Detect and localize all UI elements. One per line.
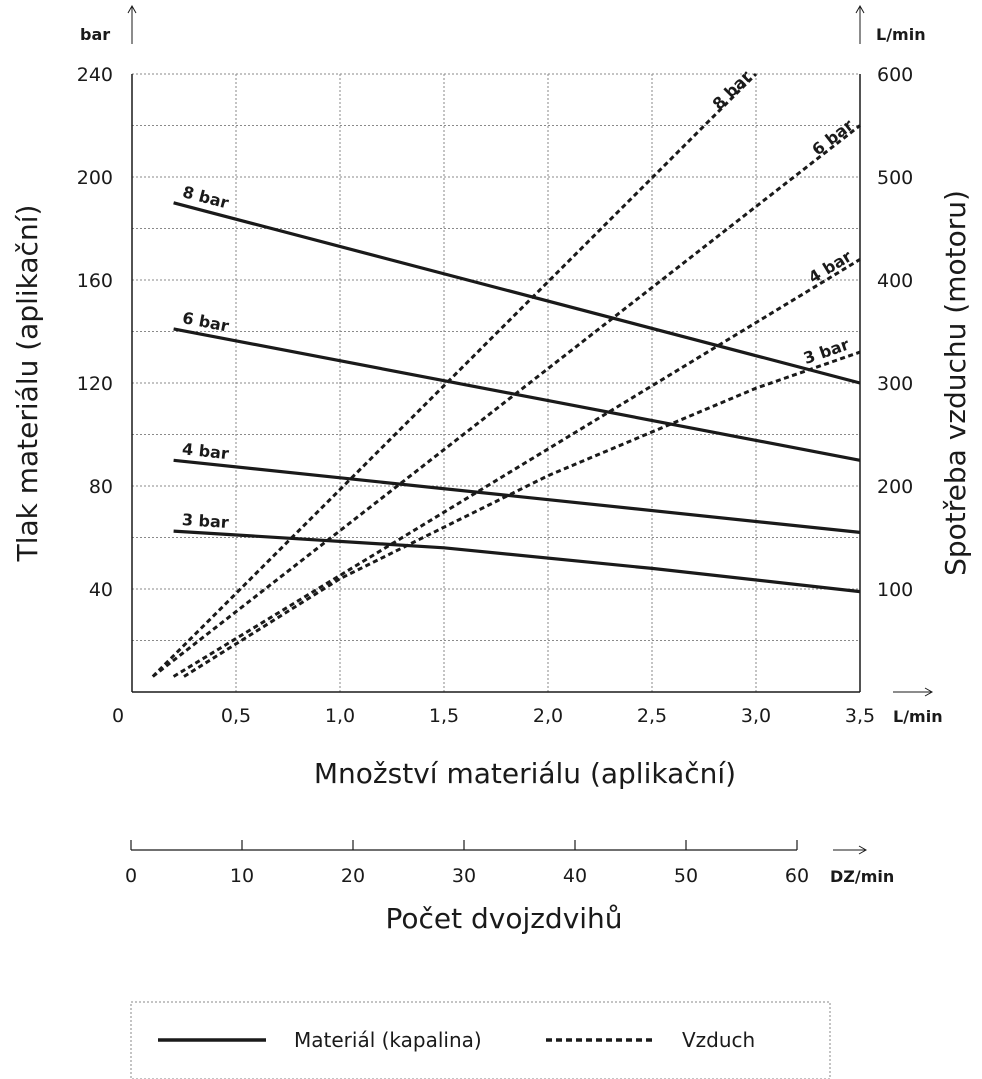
secondary-tick-label: 30 xyxy=(452,865,476,887)
y-tick-label-right: 300 xyxy=(877,373,913,395)
x-tick-label: 3,0 xyxy=(741,705,771,727)
material-line-4-bar xyxy=(174,460,860,532)
x-tick-label: 1,0 xyxy=(325,705,355,727)
air-line-3-bar xyxy=(184,352,860,676)
right-unit-label: L/min xyxy=(876,25,926,44)
y-tick-label-right: 100 xyxy=(877,579,913,601)
y-tick-label-left: 120 xyxy=(77,373,113,395)
secondary-unit-arrow-icon xyxy=(833,846,866,854)
air-line-4-bar xyxy=(174,259,860,676)
y-tick-label-left: 80 xyxy=(89,476,113,498)
y-tick-label-left: 160 xyxy=(77,270,113,292)
series-lines xyxy=(153,74,860,677)
secondary-unit-label: DZ/min xyxy=(830,867,894,886)
secondary-tick-label: 60 xyxy=(785,865,809,887)
y-tick-label-left: 240 xyxy=(77,64,113,86)
y-axis-title-left: Tlak materiálu (aplikační) xyxy=(11,205,44,563)
secondary-tick-label: 10 xyxy=(230,865,254,887)
y-tick-label-left: 40 xyxy=(89,579,113,601)
air-line-6-bar xyxy=(153,126,860,677)
right-unit-arrow-icon xyxy=(856,6,864,44)
series-label-air: 8 bar xyxy=(709,67,756,114)
y-tick-label-right: 500 xyxy=(877,167,913,189)
x-tick-label: 2,5 xyxy=(637,705,667,727)
x-unit-label: L/min xyxy=(893,707,943,726)
secondary-tick-label: 20 xyxy=(341,865,365,887)
secondary-tick-label: 40 xyxy=(563,865,587,887)
x-tick-label: 3,5 xyxy=(845,705,875,727)
bottom-unit-arrow-icon xyxy=(893,688,932,696)
y-axis-title-right: Spotřeba vzduchu (motoru) xyxy=(939,190,972,576)
series-label-air: 6 bar xyxy=(808,115,857,159)
legend: Materiál (kapalina) Vzduch xyxy=(131,1002,830,1079)
legend-material-label: Materiál (kapalina) xyxy=(294,1028,482,1052)
y-tick-label-right: 200 xyxy=(877,476,913,498)
x-tick-label: 2,0 xyxy=(533,705,563,727)
x-axis-title: Množství materiálu (aplikační) xyxy=(314,757,736,790)
left-unit-label: bar xyxy=(80,25,110,44)
material-line-3-bar xyxy=(174,531,860,592)
series-label-material: 4 bar xyxy=(181,439,230,463)
y-tick-label-right: 400 xyxy=(877,270,913,292)
series-label-material: 3 bar xyxy=(181,510,229,532)
secondary-axis-title: Počet dvojzdvihů xyxy=(385,902,622,935)
secondary-x-axis: DZ/min Počet dvojzdvihů 0 10 20 30 40 50 60 xyxy=(125,840,894,935)
y-tick-label-right: 600 xyxy=(877,64,913,86)
legend-air-label: Vzduch xyxy=(682,1028,755,1052)
series-label-air: 4 bar xyxy=(805,247,855,288)
grid xyxy=(132,74,860,692)
material-line-8-bar xyxy=(174,203,860,383)
secondary-tick-label: 0 xyxy=(125,865,137,887)
x-tick-label: 1,5 xyxy=(429,705,459,727)
air-line-8-bar xyxy=(153,74,756,677)
secondary-tick-label: 50 xyxy=(674,865,698,887)
left-unit-arrow-icon xyxy=(128,6,136,44)
x-tick-label: 0,5 xyxy=(221,705,251,727)
y-tick-label-left: 200 xyxy=(77,167,113,189)
x-tick-label: 0 xyxy=(112,705,124,727)
